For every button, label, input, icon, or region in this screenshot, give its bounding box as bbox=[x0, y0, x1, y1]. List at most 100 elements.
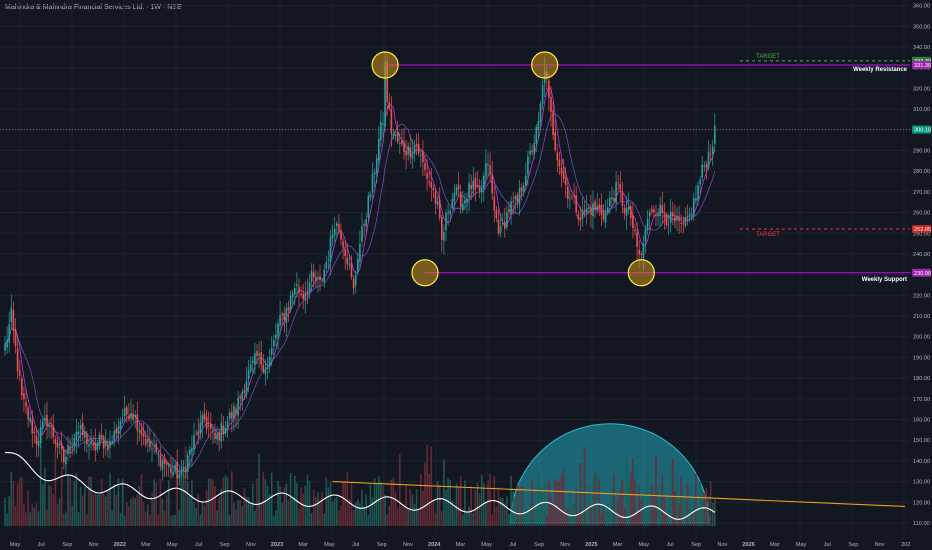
candle-body bbox=[168, 464, 170, 468]
volume-bar bbox=[285, 483, 288, 526]
candle-body bbox=[325, 262, 328, 269]
volume-bar bbox=[210, 478, 212, 526]
candle-body bbox=[434, 191, 437, 204]
candle-body bbox=[315, 276, 317, 282]
candle-body bbox=[346, 257, 349, 265]
volume-bar bbox=[224, 475, 227, 526]
volume-bar bbox=[84, 486, 86, 526]
candle-body bbox=[590, 207, 592, 215]
volume-bar bbox=[10, 471, 13, 526]
volume-bar bbox=[33, 507, 36, 526]
candle-body bbox=[487, 164, 489, 166]
volume-bar bbox=[340, 505, 342, 526]
candle-body bbox=[193, 435, 195, 450]
x-tick-label: Nov bbox=[89, 542, 99, 548]
candle-body bbox=[443, 232, 445, 241]
candle-body bbox=[550, 96, 552, 113]
candle-body bbox=[609, 197, 611, 207]
candle-body bbox=[134, 415, 136, 418]
volume-bar bbox=[583, 447, 586, 526]
volume-bar bbox=[531, 480, 533, 526]
volume-bar bbox=[634, 479, 636, 526]
volume-bar bbox=[464, 480, 466, 526]
volume-bar bbox=[638, 486, 640, 526]
volume-bar bbox=[619, 489, 622, 526]
candle-body bbox=[279, 315, 281, 326]
volume-bar bbox=[678, 505, 680, 526]
volume-bar bbox=[60, 466, 63, 526]
volume-bar bbox=[569, 492, 571, 526]
volume-bar bbox=[138, 486, 141, 526]
volume-bar bbox=[390, 480, 393, 526]
volume-bar bbox=[243, 487, 246, 526]
volume-bar bbox=[123, 515, 126, 526]
candle-body bbox=[247, 370, 250, 380]
volume-bar bbox=[186, 480, 189, 526]
volume-bar bbox=[659, 496, 661, 526]
candle-body bbox=[138, 430, 141, 433]
volume-bar bbox=[468, 506, 470, 526]
volume-bar bbox=[92, 494, 94, 526]
candle-body bbox=[695, 198, 697, 201]
candle-body bbox=[149, 440, 151, 448]
x-tick-label: Mar bbox=[141, 542, 151, 548]
candle-body bbox=[262, 364, 265, 372]
volume-bar bbox=[632, 457, 634, 526]
candle-body bbox=[109, 441, 111, 448]
candle-body bbox=[676, 216, 678, 221]
candle-body bbox=[522, 185, 525, 193]
volume-bar bbox=[235, 508, 237, 526]
volume-bar bbox=[65, 512, 67, 526]
candle-body bbox=[369, 194, 372, 198]
candle-body bbox=[52, 425, 55, 438]
volume-bar bbox=[44, 467, 46, 526]
volume-bar bbox=[23, 504, 25, 526]
volume-bar bbox=[686, 482, 689, 526]
candle-body bbox=[510, 201, 512, 215]
volume-bar bbox=[690, 512, 693, 526]
candle-body bbox=[567, 186, 569, 200]
candle-body bbox=[617, 182, 619, 184]
volume-bar bbox=[455, 483, 458, 526]
volume-bar bbox=[115, 494, 118, 526]
volume-bar bbox=[636, 511, 638, 526]
volume-bar bbox=[302, 493, 304, 526]
x-tick-label: May bbox=[481, 542, 492, 548]
candle-body bbox=[235, 408, 237, 414]
candle-body bbox=[445, 213, 447, 231]
badge-support-text: 230.90 bbox=[914, 271, 931, 277]
volume-bar bbox=[371, 497, 374, 526]
volume-bar bbox=[226, 477, 229, 526]
weekly-resistance-label: Weekly Resistance bbox=[853, 67, 908, 73]
candle-body bbox=[84, 431, 86, 438]
candle-body bbox=[296, 284, 298, 287]
candle-body bbox=[512, 201, 514, 203]
volume-bar bbox=[579, 463, 582, 526]
volume-bar bbox=[394, 492, 397, 526]
candle-body bbox=[298, 286, 300, 293]
volume-bar bbox=[218, 497, 220, 526]
volume-bar bbox=[306, 474, 309, 526]
volume-bar bbox=[119, 512, 122, 526]
volume-bar bbox=[420, 473, 422, 526]
x-tick-label: 2025 bbox=[585, 542, 597, 548]
candle-body bbox=[205, 416, 208, 429]
candle-body bbox=[604, 213, 607, 223]
volume-bar bbox=[46, 509, 48, 526]
candle-body bbox=[165, 462, 168, 465]
candle-body bbox=[684, 216, 687, 226]
candle-body bbox=[111, 441, 113, 443]
candle-body bbox=[8, 324, 10, 343]
candle-body bbox=[514, 196, 517, 200]
volume-bar bbox=[178, 509, 181, 526]
candle-body bbox=[226, 421, 229, 429]
candle-body bbox=[564, 177, 567, 186]
volume-bar bbox=[203, 505, 206, 526]
x-tick-label: May bbox=[167, 542, 178, 548]
volume-bar bbox=[228, 515, 231, 526]
volume-bar bbox=[693, 500, 695, 526]
candle-body bbox=[359, 244, 361, 262]
volume-bar bbox=[451, 500, 454, 526]
volume-bar bbox=[518, 489, 521, 526]
